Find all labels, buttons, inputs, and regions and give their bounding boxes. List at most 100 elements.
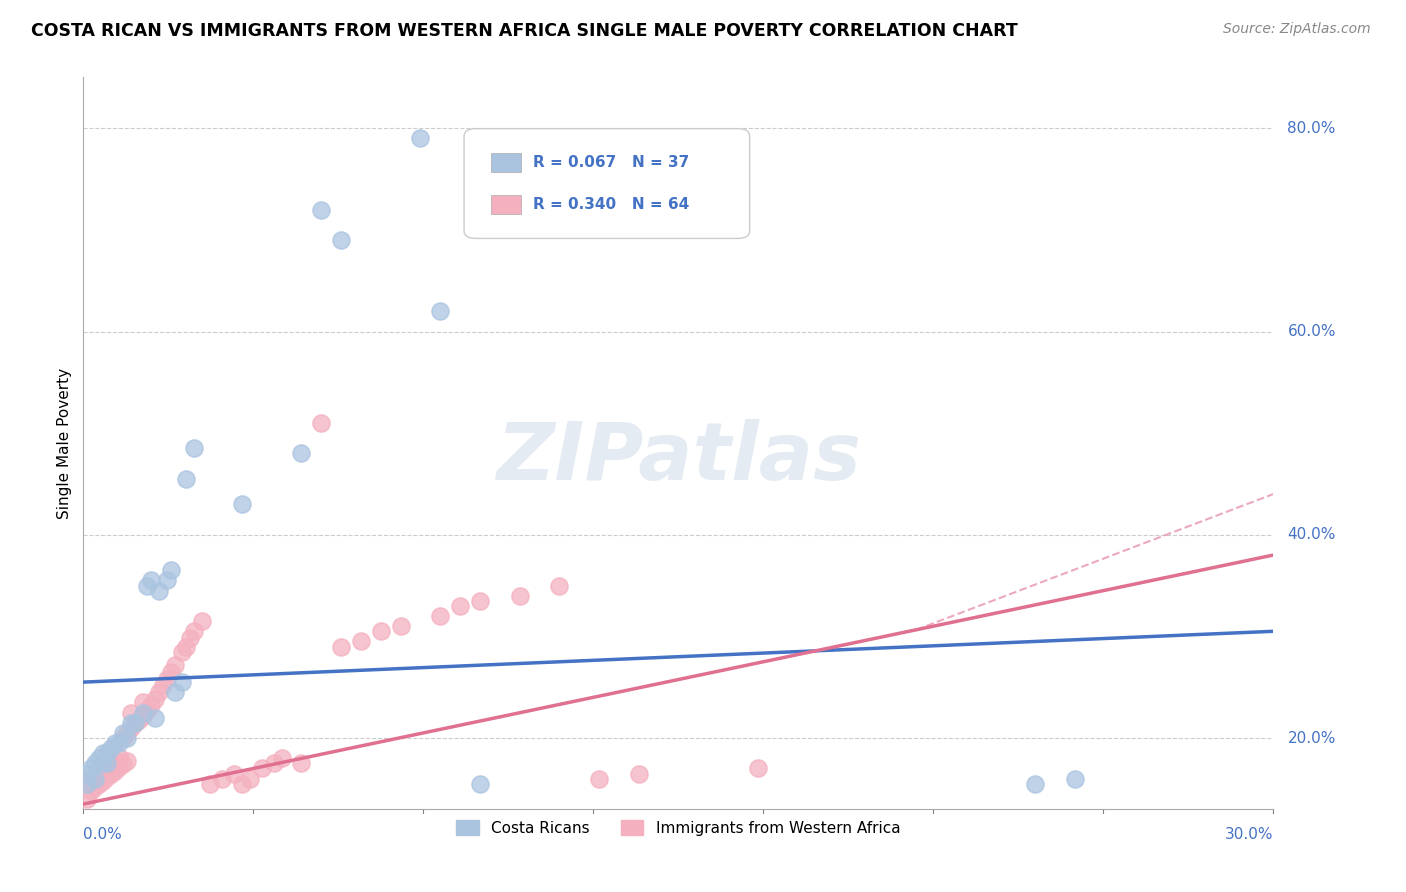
Point bbox=[163, 685, 186, 699]
Text: ZIPatlas: ZIPatlas bbox=[496, 419, 860, 497]
Point bbox=[100, 741, 122, 756]
Point bbox=[115, 755, 138, 769]
Point bbox=[330, 233, 353, 247]
Point bbox=[429, 304, 451, 318]
Point bbox=[115, 726, 138, 740]
Point bbox=[80, 762, 103, 776]
Legend: Costa Ricans, Immigrants from Western Africa: Costa Ricans, Immigrants from Western Af… bbox=[450, 814, 907, 842]
Point bbox=[409, 131, 432, 145]
Point bbox=[124, 715, 146, 730]
Point bbox=[159, 665, 181, 679]
Point bbox=[84, 756, 107, 771]
Point bbox=[124, 715, 146, 730]
Point bbox=[159, 563, 181, 577]
Point bbox=[270, 751, 292, 765]
Point bbox=[132, 706, 155, 720]
Point bbox=[100, 756, 122, 771]
Point bbox=[155, 574, 177, 588]
Point bbox=[139, 574, 162, 588]
Point bbox=[183, 442, 205, 456]
Point bbox=[309, 416, 332, 430]
Point bbox=[96, 756, 118, 771]
Point bbox=[152, 678, 174, 692]
Point bbox=[120, 706, 142, 720]
Point bbox=[231, 777, 253, 791]
Point bbox=[143, 692, 166, 706]
Point bbox=[183, 624, 205, 639]
Point bbox=[429, 609, 451, 624]
Point bbox=[1063, 772, 1085, 786]
Text: 80.0%: 80.0% bbox=[1288, 120, 1336, 136]
Point bbox=[89, 766, 111, 780]
Point bbox=[89, 751, 111, 765]
Point bbox=[222, 766, 245, 780]
Point bbox=[370, 624, 392, 639]
Point bbox=[389, 619, 412, 633]
Point bbox=[172, 675, 194, 690]
Point bbox=[104, 753, 127, 767]
Point bbox=[132, 708, 155, 723]
Point bbox=[91, 746, 114, 760]
Text: 20.0%: 20.0% bbox=[1288, 731, 1336, 746]
Point bbox=[350, 634, 373, 648]
Point bbox=[143, 711, 166, 725]
Point bbox=[80, 784, 103, 798]
Point bbox=[108, 750, 131, 764]
Point bbox=[200, 777, 222, 791]
Point bbox=[80, 773, 103, 788]
Point bbox=[548, 578, 571, 592]
Point bbox=[176, 640, 198, 654]
Point bbox=[96, 746, 118, 760]
Point bbox=[148, 583, 170, 598]
Point bbox=[84, 780, 107, 794]
Point bbox=[250, 762, 273, 776]
Point bbox=[76, 766, 98, 780]
Point bbox=[132, 695, 155, 709]
Text: 30.0%: 30.0% bbox=[1225, 828, 1274, 842]
Point bbox=[231, 497, 253, 511]
Point bbox=[239, 772, 262, 786]
Point bbox=[588, 772, 610, 786]
Point bbox=[163, 657, 186, 672]
Point bbox=[148, 685, 170, 699]
Point bbox=[100, 766, 122, 780]
Point bbox=[91, 756, 114, 771]
Point bbox=[627, 766, 650, 780]
Point bbox=[290, 756, 312, 771]
FancyBboxPatch shape bbox=[464, 128, 749, 238]
Point bbox=[176, 472, 198, 486]
Point bbox=[104, 736, 127, 750]
Point bbox=[468, 777, 491, 791]
Point bbox=[91, 773, 114, 788]
Point bbox=[104, 764, 127, 778]
Point bbox=[191, 614, 214, 628]
Point bbox=[84, 770, 107, 784]
Point bbox=[96, 770, 118, 784]
Point bbox=[135, 702, 157, 716]
Point bbox=[211, 772, 233, 786]
Point bbox=[111, 726, 134, 740]
Point bbox=[111, 731, 134, 745]
Point bbox=[84, 772, 107, 786]
Point bbox=[747, 762, 769, 776]
Point bbox=[76, 792, 98, 806]
FancyBboxPatch shape bbox=[492, 153, 522, 172]
Text: R = 0.067   N = 37: R = 0.067 N = 37 bbox=[533, 155, 689, 170]
Point bbox=[120, 715, 142, 730]
Point bbox=[108, 760, 131, 774]
Point bbox=[449, 599, 471, 613]
Point bbox=[91, 764, 114, 778]
Text: R = 0.340   N = 64: R = 0.340 N = 64 bbox=[533, 197, 689, 212]
Point bbox=[172, 645, 194, 659]
Point bbox=[155, 672, 177, 686]
Point bbox=[1024, 777, 1046, 791]
Text: 0.0%: 0.0% bbox=[83, 828, 122, 842]
Text: 40.0%: 40.0% bbox=[1288, 527, 1336, 542]
Point bbox=[76, 777, 98, 791]
Point bbox=[263, 756, 285, 771]
Point bbox=[509, 589, 531, 603]
Point bbox=[139, 698, 162, 713]
Point bbox=[179, 632, 201, 646]
Point bbox=[290, 446, 312, 460]
FancyBboxPatch shape bbox=[492, 195, 522, 213]
